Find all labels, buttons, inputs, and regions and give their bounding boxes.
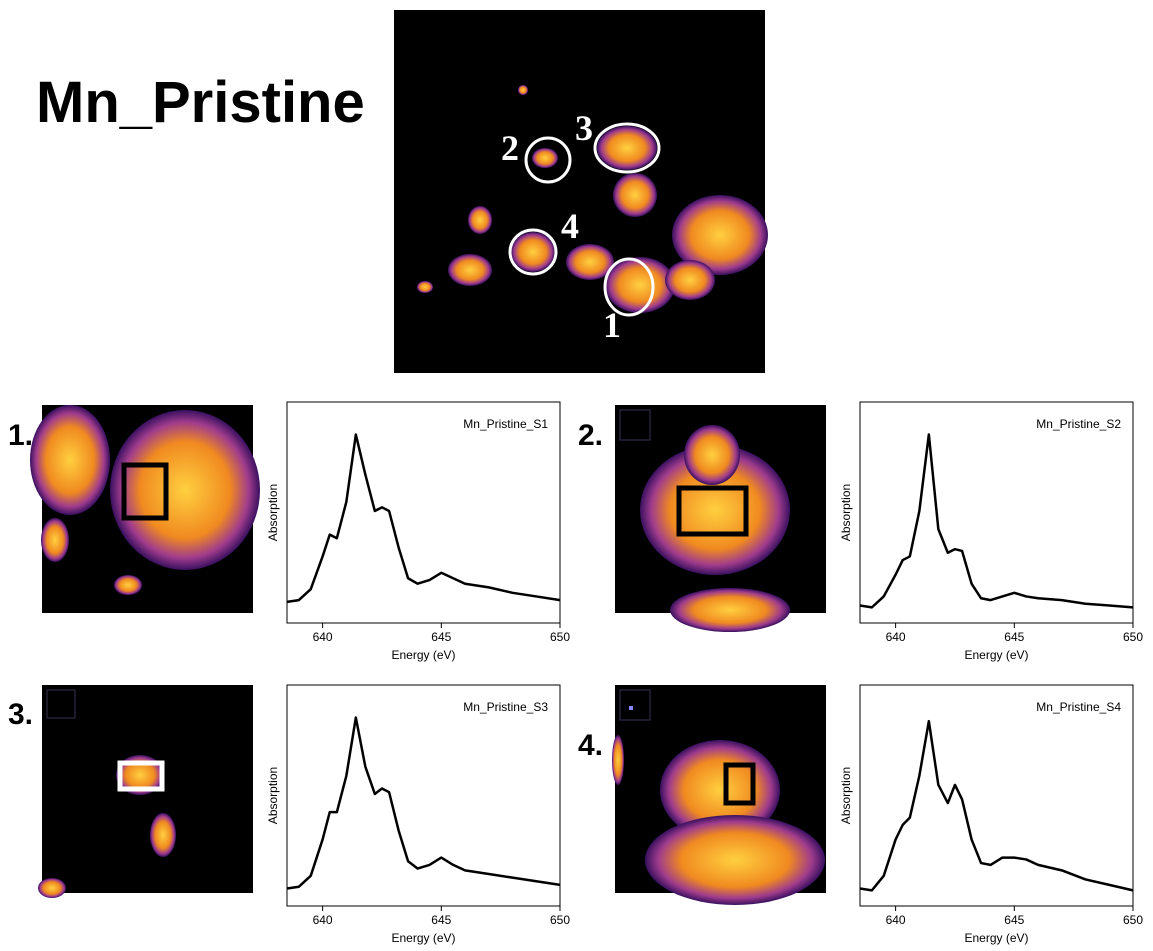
x-tick-label: 650 [550,913,570,927]
panel-image [30,405,260,613]
x-axis-label: Energy (eV) [391,648,455,662]
region-label: 4 [561,206,579,246]
panel-label: 2. [578,419,603,452]
spectrum-line [860,721,1133,890]
chart-title: Mn_Pristine_S4 [1036,700,1121,714]
x-tick-label: 640 [313,913,333,927]
x-tick-label: 650 [1123,630,1143,644]
region-label: 3 [575,108,593,148]
x-tick-label: 640 [313,630,333,644]
x-axis-label: Energy (eV) [391,931,455,945]
panel-image [612,685,826,905]
plot-frame [860,402,1133,623]
x-tick-label: 650 [550,630,570,644]
x-tick-label: 645 [1004,913,1024,927]
x-axis-label: Energy (eV) [964,931,1028,945]
chart-title: Mn_Pristine_S1 [463,417,548,431]
plot-frame [287,402,560,623]
plot-frame [287,685,560,906]
panel-label: 4. [578,729,603,762]
region-label: 2 [501,128,519,168]
x-tick-label: 645 [431,913,451,927]
panel-image [615,405,826,632]
x-tick-label: 645 [431,630,451,644]
x-axis-label: Energy (eV) [964,648,1028,662]
spectrum-line [287,718,560,889]
figure: Mn_Pristine 1 2 3 4 [0,0,1153,951]
y-axis-label: Absorption [839,767,853,824]
y-axis-label: Absorption [839,484,853,541]
panel-label: 1. [8,419,33,452]
spectrum-line [287,435,560,602]
y-axis-label: Absorption [266,484,280,541]
figure-title: Mn_Pristine [36,70,365,135]
panel-label: 3. [8,698,33,731]
x-tick-label: 640 [886,630,906,644]
x-tick-label: 640 [886,913,906,927]
spectrum-line [860,435,1133,608]
y-axis-label: Absorption [266,767,280,824]
x-tick-label: 650 [1123,913,1143,927]
chart-title: Mn_Pristine_S3 [463,700,548,714]
plot-frame [860,685,1133,906]
chart-title: Mn_Pristine_S2 [1036,417,1121,431]
x-tick-label: 645 [1004,630,1024,644]
region-label: 1 [603,305,621,345]
overview-image [394,10,768,373]
panel-image [38,685,253,898]
